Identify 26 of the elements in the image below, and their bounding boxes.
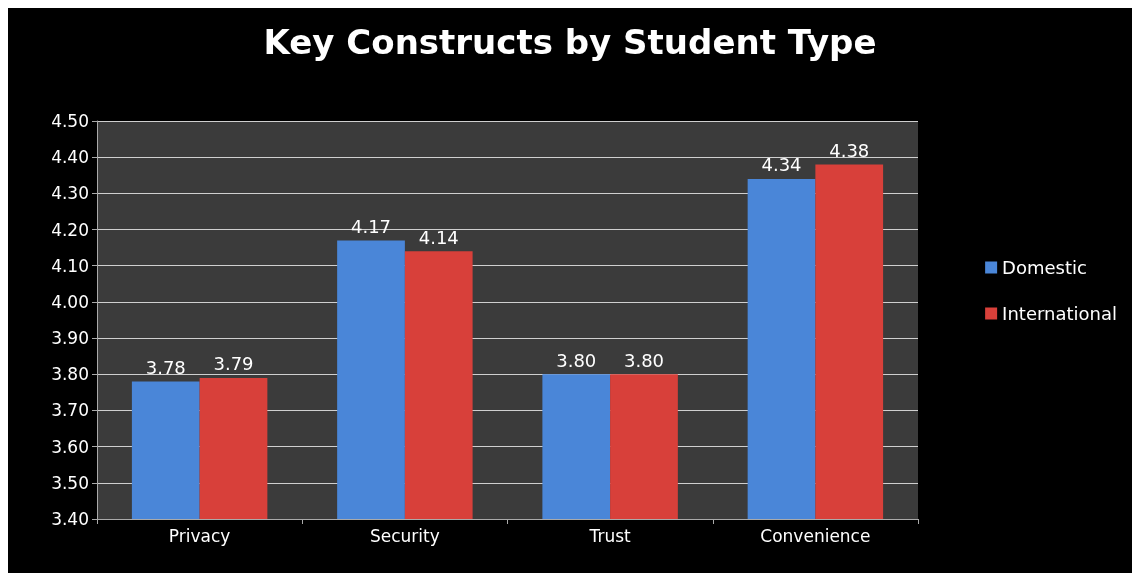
y-tick-label: 4.30 bbox=[51, 183, 89, 204]
legend-label: Domestic bbox=[1002, 257, 1087, 278]
data-label: 3.79 bbox=[213, 353, 254, 375]
x-tick-label: Convenience bbox=[760, 525, 871, 546]
y-tick-label: 4.50 bbox=[51, 111, 89, 131]
y-tick-label: 3.50 bbox=[51, 472, 89, 493]
y-tick-label: 3.40 bbox=[51, 509, 89, 529]
x-tick-label: Trust bbox=[588, 525, 632, 546]
y-tick-label: 4.00 bbox=[51, 291, 89, 312]
y-tick-label: 3.60 bbox=[51, 436, 89, 457]
chart-title: Key Constructs by Student Type bbox=[263, 22, 877, 62]
legend-label: International bbox=[1002, 303, 1118, 324]
y-tick-label: 4.10 bbox=[51, 255, 89, 276]
x-tick-label: Security bbox=[369, 525, 440, 546]
y-tick-label: 4.40 bbox=[51, 147, 89, 168]
data-label: 4.14 bbox=[418, 226, 459, 248]
y-tick-label: 3.70 bbox=[51, 400, 89, 421]
y-tick-label: 3.90 bbox=[51, 328, 89, 349]
data-label: 4.38 bbox=[829, 139, 870, 161]
data-label: 4.34 bbox=[761, 154, 802, 176]
data-label: 3.80 bbox=[556, 349, 597, 371]
y-tick-label: 4.20 bbox=[51, 219, 89, 240]
data-label: 3.80 bbox=[623, 349, 665, 371]
data-label: 3.78 bbox=[145, 357, 186, 379]
y-tick-label: 3.80 bbox=[51, 364, 89, 385]
x-tick-label: Privacy bbox=[168, 525, 231, 546]
